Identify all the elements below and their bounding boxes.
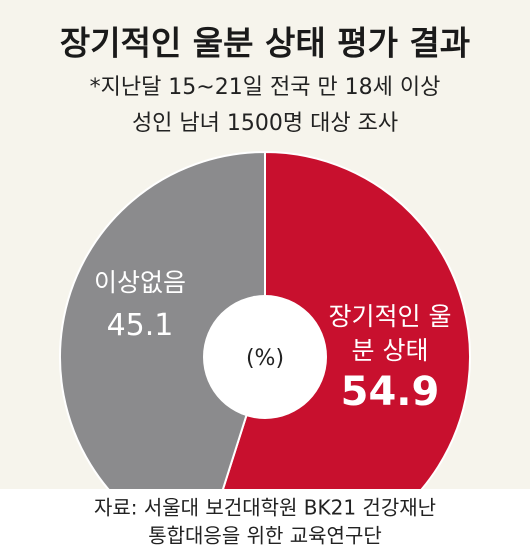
category-label: 이상없음 [93,268,186,297]
category-label: 장기적인 울분 상태 [328,302,452,365]
subtitle: *지난달 15~21일 전국 만 18세 이상 [90,75,441,100]
source-band [0,489,530,554]
donut-hole [203,295,327,419]
unit: (%) [246,346,284,371]
value-label: 45.1 [106,308,174,343]
chart-title: 장기적인 울분 상태 평가 결과 [60,24,470,63]
source: 자료: 서울대 보건대학원 BK21 건강재난 [94,496,436,520]
source: 통합대응을 위한 교육연구단 [148,524,382,548]
pie [59,150,471,554]
slice [201,150,471,554]
value-label: 54.9 [340,369,440,415]
subtitle: 성인 남녀 1500명 대상 조사 [132,111,398,136]
